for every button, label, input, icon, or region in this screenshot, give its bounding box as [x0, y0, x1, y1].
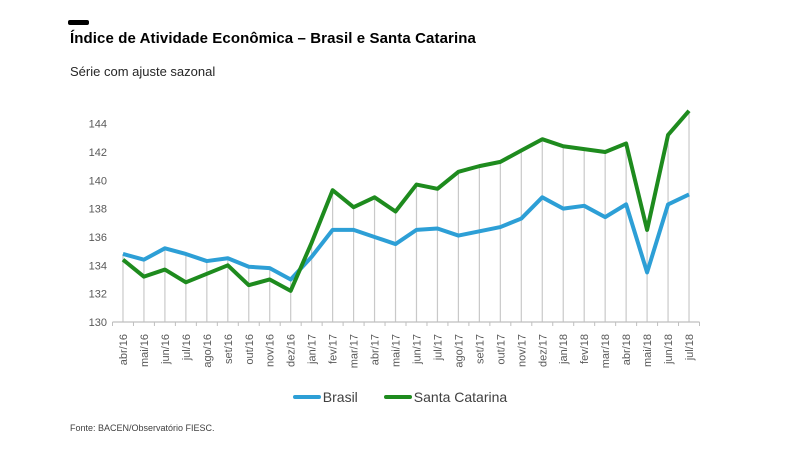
x-tick-label: jul/18 [684, 334, 696, 361]
x-tick-label: mar/17 [349, 334, 361, 368]
x-tick-label: jan/17 [307, 334, 319, 365]
y-tick-label: 136 [89, 232, 107, 244]
y-tick-label: 138 [89, 204, 107, 216]
santa-catarina-line-swatch-icon [383, 395, 412, 399]
chart-legend: Brasil Santa Catarina [110, 387, 690, 407]
x-tick-label: mar/18 [600, 334, 612, 368]
legend-item-santa-catarina: Santa Catarina [383, 389, 508, 405]
x-tick-label: out/17 [495, 334, 507, 365]
x-tick-label: ago/16 [202, 334, 214, 368]
x-tick-label: abr/17 [370, 334, 382, 365]
page-title: Índice de Atividade Econômica – Brasil e… [70, 30, 476, 47]
x-tick-label: set/16 [223, 334, 235, 364]
x-tick-label: mai/17 [391, 334, 403, 367]
y-tick-label: 144 [89, 119, 107, 131]
x-tick-label: jun/16 [160, 334, 172, 365]
x-tick-label: out/16 [244, 334, 256, 365]
template-mark [68, 20, 89, 25]
x-tick-label: mai/16 [139, 334, 151, 367]
y-tick-label: 142 [89, 147, 107, 159]
series-line-brasil [122, 192, 690, 282]
x-tick-label: jun/17 [411, 334, 423, 365]
x-tick-label: jun/18 [663, 334, 675, 365]
legend-item-brasil: Brasil [292, 389, 358, 405]
x-tick-label: jul/17 [432, 334, 444, 361]
x-tick-label: dez/16 [286, 334, 298, 367]
x-tick-label: fev/17 [328, 334, 340, 364]
y-tick-label: 130 [89, 317, 107, 329]
x-tick-label: nov/16 [265, 334, 277, 367]
x-tick-label: mai/18 [642, 334, 654, 367]
line-chart: 130 132 134 136 138 140 142 144 abr/16 mai/16 jun/… [89, 109, 700, 368]
x-tick-label: abr/16 [118, 334, 130, 365]
x-tick-label: fev/18 [579, 334, 591, 364]
y-tick-label: 132 [89, 289, 107, 301]
x-tick-label: set/17 [474, 334, 486, 364]
legend-label-santa-catarina: Santa Catarina [413, 389, 508, 405]
y-tick-label: 134 [89, 260, 107, 272]
y-tick-label: 140 [89, 175, 107, 187]
source-note: Fonte: BACEN/Observatório FIESC. [70, 423, 215, 433]
x-tick-label: jan/18 [558, 334, 570, 365]
x-tick-label: ago/17 [453, 334, 465, 368]
x-tick-label: dez/17 [537, 334, 549, 367]
chart-subtitle: Série com ajuste sazonal [70, 64, 216, 79]
x-tick-label: abr/18 [621, 334, 633, 365]
brasil-line-swatch-icon [292, 395, 321, 399]
x-tick-label: jul/16 [181, 334, 193, 361]
series-line-santa-catarina [121, 109, 691, 293]
x-tick-label: nov/17 [516, 334, 528, 367]
legend-label-brasil: Brasil [322, 389, 358, 405]
